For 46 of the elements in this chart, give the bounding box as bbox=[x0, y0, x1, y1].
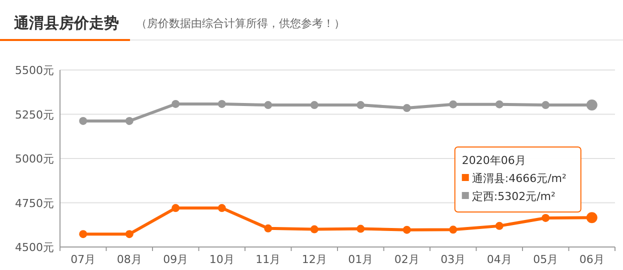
point bbox=[79, 116, 88, 125]
x-tick-label: 11月 bbox=[256, 253, 281, 266]
point bbox=[310, 225, 318, 234]
x-tick-label: 03月 bbox=[440, 253, 466, 266]
point bbox=[402, 226, 411, 234]
x-tick-label: 07月 bbox=[70, 253, 96, 266]
x-tick-label: 09月 bbox=[163, 253, 188, 266]
x-tick-label: 01月 bbox=[348, 253, 374, 266]
point bbox=[125, 116, 134, 125]
point bbox=[172, 100, 180, 108]
legend-label: 通渭县 bbox=[472, 172, 505, 185]
point bbox=[495, 100, 504, 108]
x-tick-label: 12月 bbox=[302, 253, 327, 266]
legend-label: 定西 bbox=[472, 190, 494, 203]
point bbox=[449, 226, 458, 234]
point bbox=[125, 230, 134, 238]
y-tick-label: 5500元 bbox=[15, 64, 54, 77]
point bbox=[79, 230, 88, 238]
x-tick-label: 06月 bbox=[579, 253, 604, 266]
point bbox=[218, 100, 226, 108]
y-tick-label: 5000元 bbox=[15, 152, 54, 166]
y-tick-label: 4500元 bbox=[15, 241, 54, 254]
annotation: :5302元/m² bbox=[494, 190, 556, 203]
chart-title: 通渭县房价走势 bbox=[13, 14, 119, 32]
point bbox=[356, 101, 365, 110]
legend-title: 2020年06月 bbox=[462, 154, 526, 167]
y-tick-label: 5250元 bbox=[15, 108, 54, 122]
point bbox=[542, 214, 550, 222]
point bbox=[402, 104, 411, 112]
annotation: :4666元/m² bbox=[504, 172, 566, 185]
point bbox=[264, 224, 272, 232]
x-tick-label: 08月 bbox=[116, 253, 142, 266]
point bbox=[172, 204, 180, 212]
point bbox=[218, 204, 226, 212]
point bbox=[356, 224, 365, 233]
x-tick-label: 05月 bbox=[533, 253, 558, 266]
point bbox=[264, 101, 272, 110]
point bbox=[449, 100, 458, 108]
x-tick-label: 10月 bbox=[209, 253, 234, 266]
x-tick-label: 04月 bbox=[486, 253, 512, 266]
chart-subtitle: （房价数据由综合计算所得，供您参考！） bbox=[136, 17, 345, 30]
x-tick-label: 02月 bbox=[394, 253, 420, 266]
point bbox=[495, 222, 504, 230]
point bbox=[310, 101, 318, 110]
y-tick-label: 4750元 bbox=[15, 196, 54, 210]
point bbox=[542, 101, 550, 110]
